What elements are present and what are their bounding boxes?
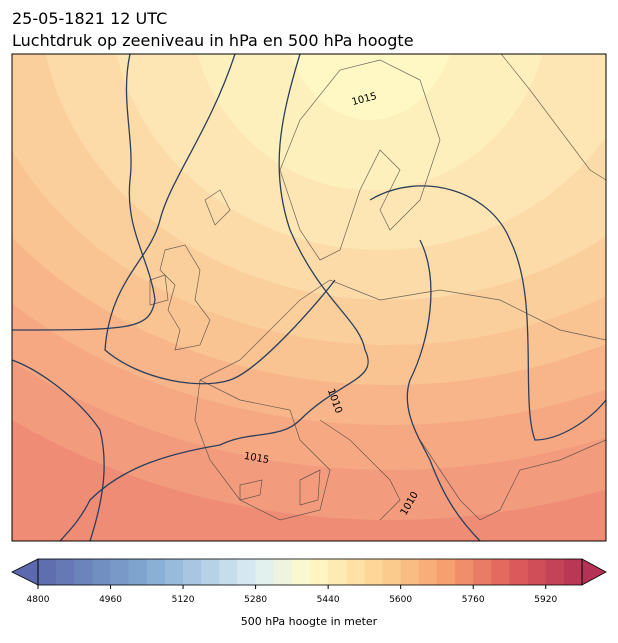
colorbar-tick-label: 5920	[534, 595, 557, 605]
colorbar-segment	[545, 559, 565, 585]
colorbar: 4800 4960 5120 5280 5440 5600 5760 5920	[11, 558, 607, 605]
colorbar-segment	[473, 559, 492, 585]
colorbar-segment	[74, 559, 93, 585]
colorbar-segment	[110, 559, 129, 585]
isobar-label: 1015	[243, 451, 270, 466]
colorbar-segment	[237, 559, 256, 585]
map	[12, 54, 606, 541]
colorbar-tick-label: 5280	[244, 595, 267, 605]
title: 25-05-1821 12 UTC	[12, 9, 167, 28]
isobars	[12, 54, 606, 541]
colorbar-extend-max	[581, 558, 607, 586]
map-frame	[11, 53, 607, 542]
coastlines	[149, 54, 606, 521]
colorbar-segment	[164, 559, 184, 585]
colorbar-tick-label: 5440	[317, 595, 340, 605]
colorbar-segment	[273, 559, 293, 585]
colorbar-segment	[183, 559, 202, 585]
colorbar-segment	[400, 559, 420, 585]
colorbar-segment	[92, 559, 111, 585]
colorbar-frame	[37, 558, 583, 586]
colorbar-segment	[56, 559, 75, 585]
colorbar-tick-label: 5760	[462, 595, 485, 605]
colorbar-tick-label: 5600	[389, 595, 412, 605]
colorbar-segment	[255, 559, 275, 585]
colorbar-segment	[128, 559, 148, 585]
colorbar-label: 500 hPa hoogte in meter	[241, 615, 378, 628]
colorbar-segment	[38, 559, 57, 585]
colorbar-segment	[310, 559, 329, 585]
colorbar-segment	[563, 559, 583, 585]
colorbar-segment	[219, 559, 238, 585]
colorbar-segment	[418, 559, 438, 585]
colorbar-segment	[146, 559, 166, 585]
colorbar-tick-label: 4960	[99, 595, 122, 605]
colorbar-segment	[509, 559, 528, 585]
colorbar-segment	[382, 559, 401, 585]
colorbar-segment	[328, 559, 347, 585]
colorbar-segment	[364, 559, 383, 585]
colorbar-segment	[527, 559, 547, 585]
colorbar-tick-label: 5120	[172, 595, 195, 605]
colorbar-segment	[455, 559, 474, 585]
colorbar-tick-label: 4800	[27, 595, 50, 605]
colorbar-segment	[436, 559, 456, 585]
colorbar-segment	[201, 559, 220, 585]
colorbar-segment	[491, 559, 510, 585]
colorbar-extend-min	[11, 558, 39, 586]
subtitle: Luchtdruk op zeeniveau in hPa en 500 hPa…	[12, 31, 414, 50]
colorbar-segment	[291, 559, 311, 585]
colorbar-segment	[346, 559, 365, 585]
